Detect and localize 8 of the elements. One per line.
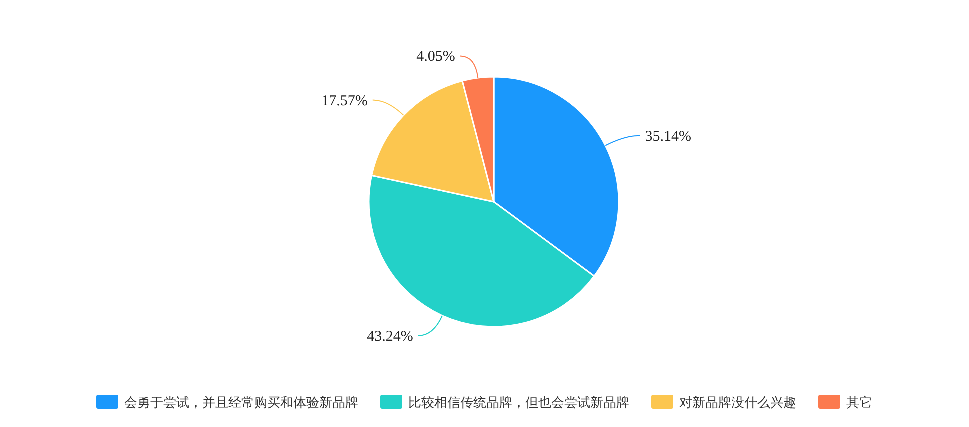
data-label: 17.57% (322, 93, 368, 110)
data-label: 35.14% (645, 128, 692, 145)
legend-label: 会勇于尝试，并且经常购买和体验新品牌 (124, 396, 358, 411)
legend-label: 对新品牌没什么兴趣 (680, 396, 796, 411)
legend-label: 比较相信传统品牌，但也会尝试新品牌 (408, 396, 630, 411)
data-label: 43.24% (367, 328, 414, 345)
data-label: 4.05% (416, 49, 456, 66)
legend-label: 其它 (846, 395, 872, 411)
